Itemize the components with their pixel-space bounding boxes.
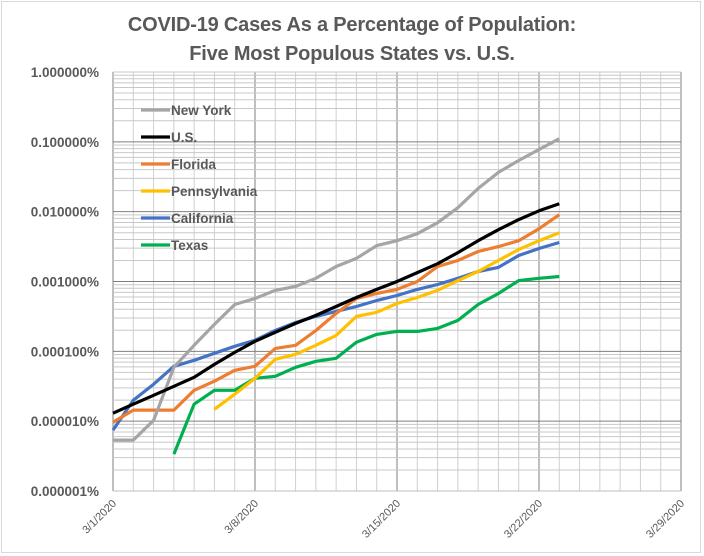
legend-label-texas: Texas	[171, 238, 208, 253]
legend: New York U.S. Florida Pennsylvania Californi…	[141, 103, 258, 253]
x-tick-label: 3/29/2020	[644, 498, 687, 541]
y-tick-label: 0.100000%	[31, 135, 99, 150]
gridlines	[112, 71, 682, 492]
y-tick-label: 0.000010%	[31, 414, 99, 429]
series-line-california	[111, 240, 560, 432]
legend-label-florida: Florida	[171, 157, 216, 172]
y-axis-ticks: 1.000000% 0.100000% 0.010000% 0.001000% 0.00…	[31, 65, 99, 499]
legend-label-pennsylvania: Pennsylvania	[171, 184, 258, 199]
series-line-u-s	[112, 202, 560, 415]
x-tick-label: 3/8/2020	[222, 498, 261, 537]
x-tick-label: 3/15/2020	[360, 498, 403, 541]
x-tick-label: 3/22/2020	[502, 498, 545, 541]
series-line-pennsylvania	[213, 231, 560, 411]
series-line-florida	[112, 213, 561, 424]
y-tick-label: 0.000100%	[31, 344, 99, 359]
chart-title: COVID-19 Cases As a Percentage of Popula…	[127, 14, 577, 36]
y-tick-label: 0.001000%	[31, 275, 99, 290]
series-line-texas	[172, 274, 560, 455]
series-line-new-york	[113, 137, 561, 442]
y-tick-label: 0.010000%	[31, 205, 99, 220]
legend-label-california: California	[171, 211, 234, 226]
y-tick-label: 0.000001%	[31, 484, 99, 499]
legend-label-u-s: U.S.	[171, 130, 197, 145]
y-tick-label: 1.000000%	[31, 65, 99, 80]
x-axis-ticks: 3/1/2020 3/8/2020 3/15/2020 3/22/2020 3/29/2…	[80, 498, 687, 541]
x-tick-label: 3/1/2020	[80, 498, 119, 537]
chart-subtitle: Five Most Populous States vs. U.S.	[189, 43, 515, 65]
series-lines	[111, 137, 561, 455]
legend-label-new-york: New York	[171, 103, 232, 118]
